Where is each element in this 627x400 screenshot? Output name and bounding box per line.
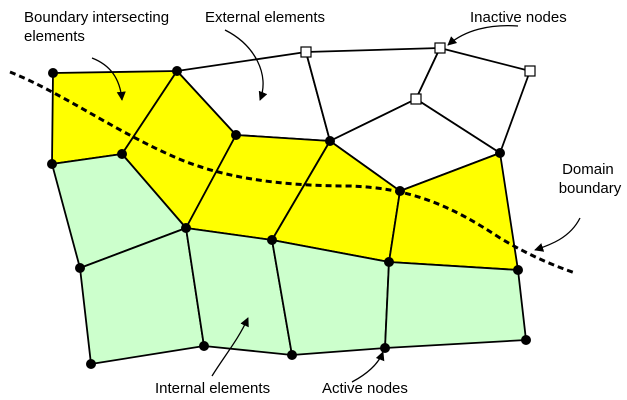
label: Active nodes [322,380,408,397]
domain-boundary-curve [9,70,576,275]
elements [51,47,531,365]
label: External elements [205,9,325,26]
label: Internal elements [155,380,270,397]
label: Inactive nodes [470,9,567,26]
label: Domain boundary [559,161,622,197]
inactive-nodes [300,42,536,105]
label: Boundary intersecting elements [24,9,173,45]
active-nodes [47,66,531,369]
annotation-arrows [91,24,581,383]
internal-element [384,261,527,349]
